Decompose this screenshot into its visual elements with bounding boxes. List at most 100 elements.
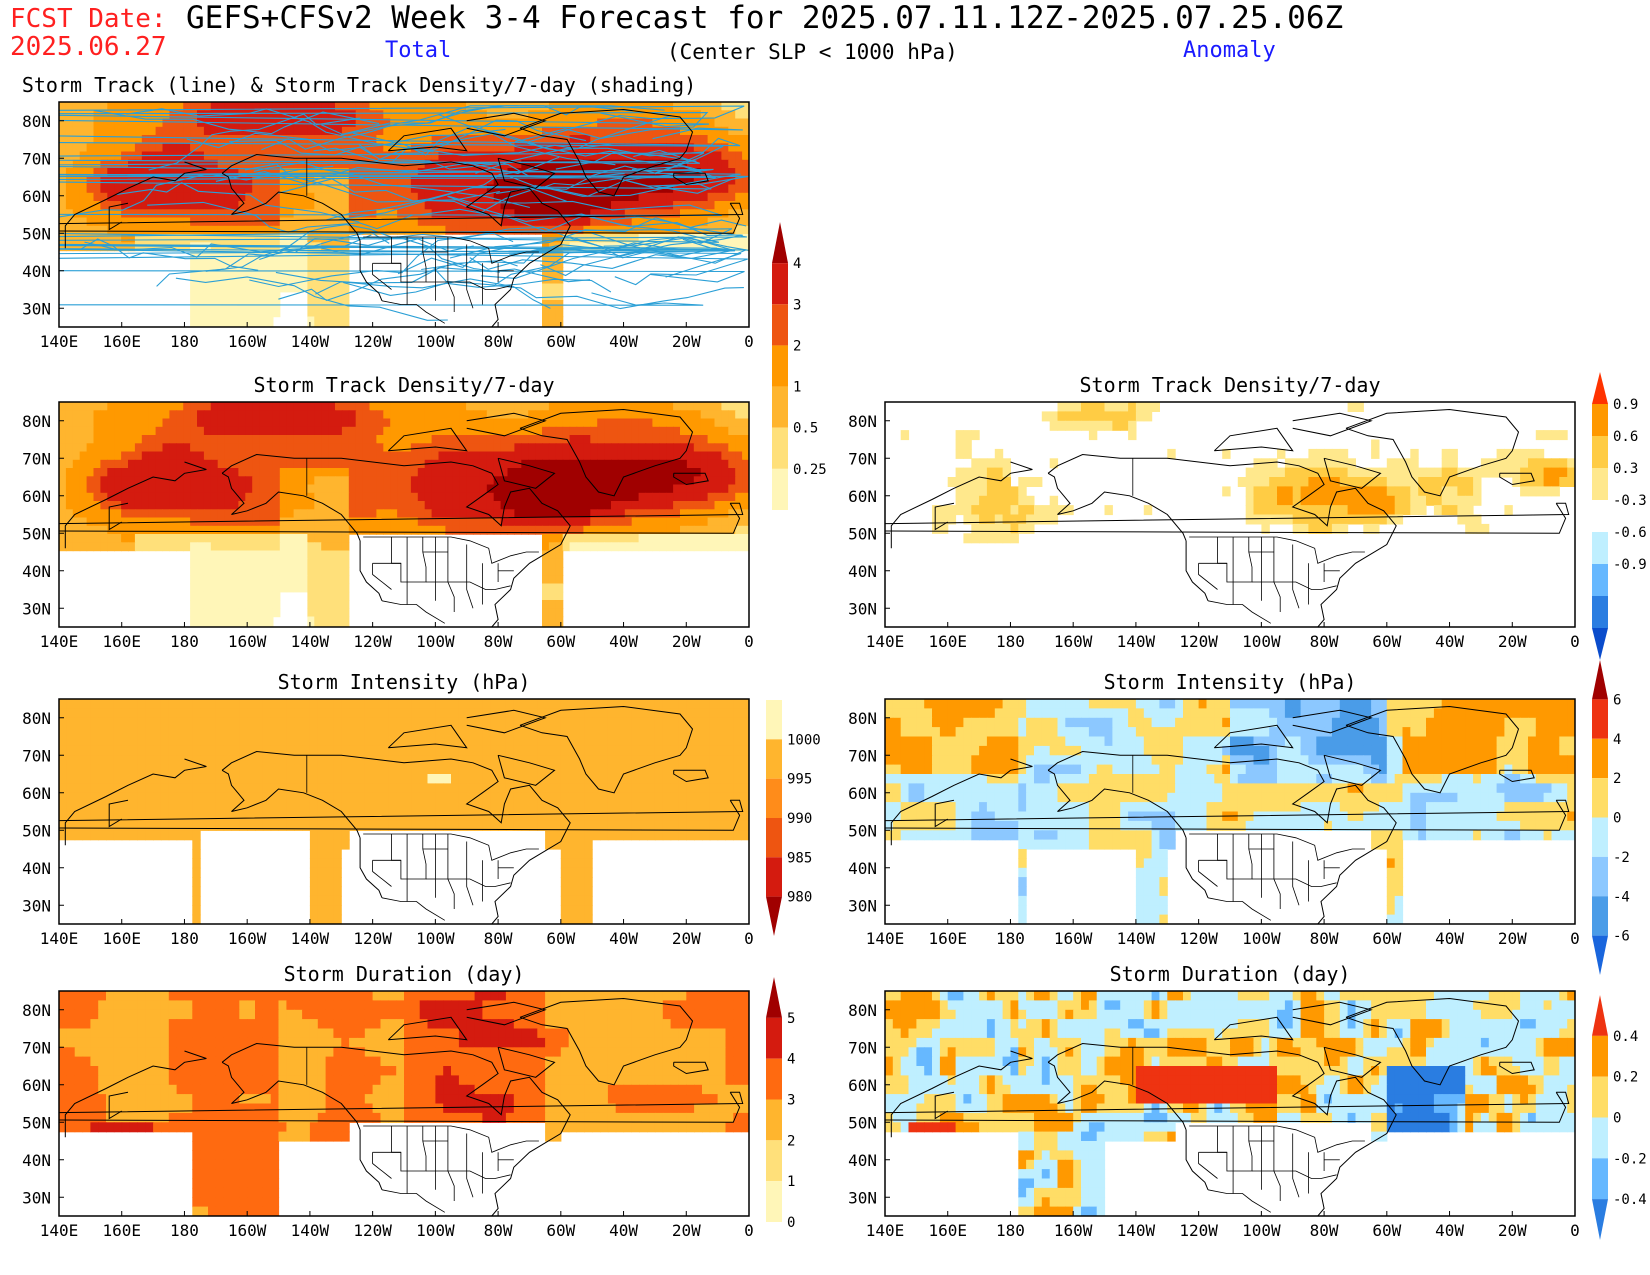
grid-cell <box>252 583 260 593</box>
grid-cell <box>473 201 481 210</box>
grid-cell <box>79 126 88 136</box>
grid-cell <box>341 451 350 461</box>
grid-cell <box>604 525 612 535</box>
grid-cell <box>286 192 295 202</box>
grid-cell <box>121 534 129 543</box>
grid-cell <box>266 275 274 285</box>
grid-cell <box>562 192 571 202</box>
grid-cell <box>647 736 656 747</box>
grid-cell <box>569 426 578 436</box>
grid-cell <box>1300 477 1309 487</box>
grid-cell <box>617 501 626 510</box>
grid-cell <box>507 135 515 144</box>
grid-cell <box>238 492 246 502</box>
grid-cell <box>459 501 467 510</box>
grid-cell <box>666 118 674 128</box>
grid-cell <box>286 492 295 502</box>
grid-cell <box>355 468 364 477</box>
grid-cell <box>482 699 491 709</box>
grid-cell <box>1120 411 1129 422</box>
grid-cell <box>528 451 536 461</box>
grid-cell <box>507 509 515 519</box>
grid-cell <box>1308 486 1317 497</box>
figure-title: GEFS+CFSv2 Week 3-4 Forecast for 2025.07… <box>186 0 1344 36</box>
grid-cell <box>714 517 722 527</box>
grid-cell <box>376 451 384 461</box>
grid-cell <box>314 184 322 194</box>
grid-cell <box>93 118 101 128</box>
grid-cell <box>72 201 81 210</box>
grid-cell <box>1441 486 1451 497</box>
grid-cell <box>424 418 433 428</box>
grid-cell <box>971 495 980 506</box>
grid-cell <box>93 492 101 502</box>
grid-cell <box>1300 495 1309 506</box>
grid-cell <box>1292 467 1302 478</box>
grid-cell <box>208 717 217 728</box>
grid-cell <box>169 459 177 469</box>
grid-cell <box>107 517 115 527</box>
grid-cell <box>1363 495 1372 506</box>
grid-cell <box>335 558 343 568</box>
grid-cell <box>445 525 453 535</box>
grid-cell <box>176 201 184 210</box>
grid-cell <box>537 727 546 738</box>
grid-cell <box>1371 523 1380 534</box>
grid-cell <box>521 118 529 128</box>
grid-cell <box>128 451 136 461</box>
grid-cell <box>451 708 460 719</box>
grid-cell <box>410 201 419 210</box>
grid-cell <box>707 534 716 543</box>
grid-cell <box>210 492 219 502</box>
grid-cell <box>155 418 164 428</box>
grid-cell <box>638 209 647 219</box>
grid-cell <box>721 492 729 502</box>
grid-cell <box>1049 514 1059 525</box>
grid-cell <box>355 484 364 494</box>
grid-cell <box>314 575 322 585</box>
grid-cell <box>438 217 446 227</box>
grid-cell <box>86 468 95 477</box>
grid-cell <box>443 699 452 709</box>
grid-cell <box>335 151 343 161</box>
grid-cell <box>317 745 327 756</box>
grid-cell <box>445 517 453 527</box>
grid-cell <box>59 242 67 252</box>
grid-cell <box>1457 505 1466 516</box>
grid-cell <box>1465 505 1474 516</box>
grid-cell <box>204 633 212 642</box>
grid-cell <box>500 435 509 444</box>
grid-cell <box>590 426 598 436</box>
grid-cell <box>369 176 377 186</box>
grid-cell <box>197 410 205 420</box>
grid-cell <box>107 443 115 453</box>
grid-cell <box>286 209 295 219</box>
grid-cell <box>749 193 757 202</box>
grid-cell <box>700 410 709 420</box>
grid-cell <box>106 699 115 709</box>
grid-cell <box>217 509 226 519</box>
grid-cell <box>273 333 281 342</box>
grid-cell <box>742 451 749 461</box>
grid-cell <box>183 192 191 202</box>
grid-cell <box>355 476 364 486</box>
grid-cell <box>666 126 674 136</box>
grid-cell <box>183 402 191 411</box>
grid-cell <box>548 591 557 601</box>
grid-cell <box>259 558 267 568</box>
grid-cell <box>362 443 371 453</box>
grid-cell <box>335 550 343 560</box>
grid-cell <box>562 209 571 219</box>
grid-cell <box>1104 420 1113 431</box>
grid-cell <box>79 509 88 519</box>
grid-cell <box>217 583 226 593</box>
grid-cell <box>231 717 240 728</box>
grid-cell <box>700 509 709 519</box>
grid-cell <box>611 192 619 202</box>
grid-cell <box>1339 514 1349 525</box>
grid-cell <box>383 176 391 186</box>
grid-cell <box>514 201 522 210</box>
grid-cell <box>419 699 429 709</box>
grid-cell <box>749 460 757 469</box>
grid-cell <box>362 509 371 519</box>
